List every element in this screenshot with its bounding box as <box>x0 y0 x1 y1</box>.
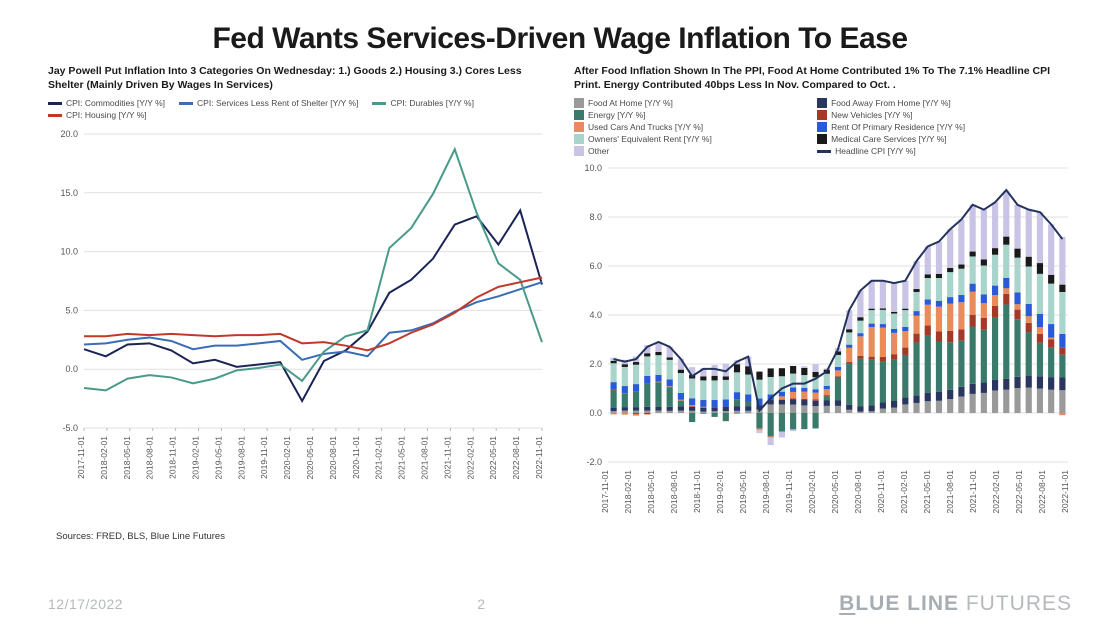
svg-text:2022-08-01: 2022-08-01 <box>511 436 521 480</box>
svg-text:2019-11-01: 2019-11-01 <box>784 470 794 513</box>
svg-text:10.0: 10.0 <box>584 163 602 173</box>
svg-text:2017-11-01: 2017-11-01 <box>600 470 610 513</box>
svg-text:2022-05-01: 2022-05-01 <box>488 436 498 480</box>
svg-text:2021-02-01: 2021-02-01 <box>899 470 909 514</box>
legend-item: CPI: Housing [Y/Y %] <box>48 110 147 120</box>
svg-text:2020-02-01: 2020-02-01 <box>282 436 292 480</box>
svg-text:2020-11-01: 2020-11-01 <box>876 470 886 513</box>
legend-item: CPI: Services Less Rent of Shelter [Y/Y … <box>179 98 358 108</box>
svg-text:2021-11-01: 2021-11-01 <box>442 436 452 479</box>
svg-text:15.0: 15.0 <box>60 188 78 198</box>
right-chart-column: After Food Inflation Shown In The PPI, F… <box>574 64 1072 527</box>
legend-item: Headline CPI [Y/Y %] <box>817 146 1046 156</box>
svg-text:2020-02-01: 2020-02-01 <box>807 470 817 514</box>
svg-text:2018-11-01: 2018-11-01 <box>692 470 702 513</box>
svg-text:2018-02-01: 2018-02-01 <box>623 470 633 514</box>
left-chart-subtitle: Jay Powell Put Inflation Into 3 Categori… <box>48 64 546 94</box>
svg-text:10.0: 10.0 <box>60 247 78 257</box>
svg-text:2017-11-01: 2017-11-01 <box>76 436 86 479</box>
svg-text:20.0: 20.0 <box>60 129 78 139</box>
svg-text:2.0: 2.0 <box>589 359 602 369</box>
right-chart-legend: Food At Home [Y/Y %] Food Away From Home … <box>574 98 1072 162</box>
legend-item: Food Away From Home [Y/Y %] <box>817 98 1046 108</box>
svg-text:2018-08-01: 2018-08-01 <box>669 470 679 514</box>
legend-item: CPI: Durables [Y/Y %] <box>372 98 473 108</box>
legend-item: Medical Care Services [Y/Y %] <box>817 134 1046 144</box>
svg-text:0.0: 0.0 <box>65 364 78 374</box>
svg-text:-2.0: -2.0 <box>586 457 602 467</box>
legend-item: Energy [Y/Y %] <box>574 110 803 120</box>
legend-item: Used Cars And Trucks [Y/Y %] <box>574 122 803 132</box>
svg-text:2019-08-01: 2019-08-01 <box>761 470 771 514</box>
footer-brand-logo: BLUE LINE FUTURES <box>839 592 1072 616</box>
svg-text:2018-05-01: 2018-05-01 <box>122 436 132 480</box>
svg-text:2022-02-01: 2022-02-01 <box>465 436 475 480</box>
svg-text:-5.0: -5.0 <box>62 423 78 433</box>
svg-text:2021-02-01: 2021-02-01 <box>374 436 384 480</box>
svg-text:2020-08-01: 2020-08-01 <box>853 470 863 514</box>
svg-text:2019-08-01: 2019-08-01 <box>236 436 246 480</box>
left-line-chart: -5.0 0.0 5.0 10.0 15.0 20.0 2017-11-01 2018-02-… <box>48 128 546 493</box>
legend-item: Other <box>574 146 803 156</box>
left-chart-legend: CPI: Commodities [Y/Y %] CPI: Services Le… <box>48 98 546 128</box>
svg-text:2021-05-01: 2021-05-01 <box>922 470 932 514</box>
svg-text:2018-11-01: 2018-11-01 <box>168 436 178 479</box>
footer-date: 12/17/2022 <box>48 596 123 612</box>
charts-container: Jay Powell Put Inflation Into 3 Categori… <box>0 56 1120 527</box>
svg-text:2019-05-01: 2019-05-01 <box>213 436 223 480</box>
footer-page-number: 2 <box>477 596 485 612</box>
svg-text:2022-11-01: 2022-11-01 <box>534 436 544 479</box>
svg-text:8.0: 8.0 <box>589 212 602 222</box>
svg-text:2020-08-01: 2020-08-01 <box>328 436 338 480</box>
page-title: Fed Wants Services-Driven Wage Inflation… <box>0 0 1120 56</box>
svg-text:2018-05-01: 2018-05-01 <box>646 470 656 514</box>
legend-item: Food At Home [Y/Y %] <box>574 98 803 108</box>
svg-text:0.0: 0.0 <box>589 408 602 418</box>
svg-text:2020-11-01: 2020-11-01 <box>351 436 361 479</box>
svg-text:2022-08-01: 2022-08-01 <box>1037 470 1047 514</box>
legend-item: Owners' Equivalent Rent [Y/Y %] <box>574 134 803 144</box>
svg-text:2019-11-01: 2019-11-01 <box>259 436 269 479</box>
svg-text:2019-02-01: 2019-02-01 <box>191 436 201 480</box>
svg-text:2019-02-01: 2019-02-01 <box>715 470 725 514</box>
svg-text:2020-05-01: 2020-05-01 <box>830 470 840 514</box>
svg-text:2021-08-01: 2021-08-01 <box>945 470 955 514</box>
svg-text:2018-02-01: 2018-02-01 <box>99 436 109 480</box>
svg-text:5.0: 5.0 <box>65 305 78 315</box>
right-bar-chart: -2.0 0.0 2.0 4.0 6.0 8.0 10.0 2017-11-01 2018-02… <box>574 162 1072 527</box>
svg-text:2021-08-01: 2021-08-01 <box>420 436 430 480</box>
left-chart-column: Jay Powell Put Inflation Into 3 Categori… <box>48 64 546 527</box>
svg-text:2018-08-01: 2018-08-01 <box>145 436 155 480</box>
svg-text:2022-02-01: 2022-02-01 <box>991 470 1001 514</box>
legend-item: New Vehicles [Y/Y %] <box>817 110 1046 120</box>
legend-item: Rent Of Primary Residence [Y/Y %] <box>817 122 1046 132</box>
legend-item: CPI: Commodities [Y/Y %] <box>48 98 165 108</box>
svg-text:2020-05-01: 2020-05-01 <box>305 436 315 480</box>
svg-text:6.0: 6.0 <box>589 261 602 271</box>
right-chart-subtitle: After Food Inflation Shown In The PPI, F… <box>574 64 1072 94</box>
sources-label: Sources: FRED, BLS, Blue Line Futures <box>0 527 1120 542</box>
svg-text:2022-05-01: 2022-05-01 <box>1014 470 1024 514</box>
footer: 12/17/2022 2 BLUE LINE FUTURES <box>48 592 1072 616</box>
svg-text:4.0: 4.0 <box>589 310 602 320</box>
svg-text:2021-05-01: 2021-05-01 <box>397 436 407 480</box>
svg-text:2021-11-01: 2021-11-01 <box>968 470 978 513</box>
svg-text:2022-11-01: 2022-11-01 <box>1060 470 1070 513</box>
svg-text:2019-05-01: 2019-05-01 <box>738 470 748 514</box>
